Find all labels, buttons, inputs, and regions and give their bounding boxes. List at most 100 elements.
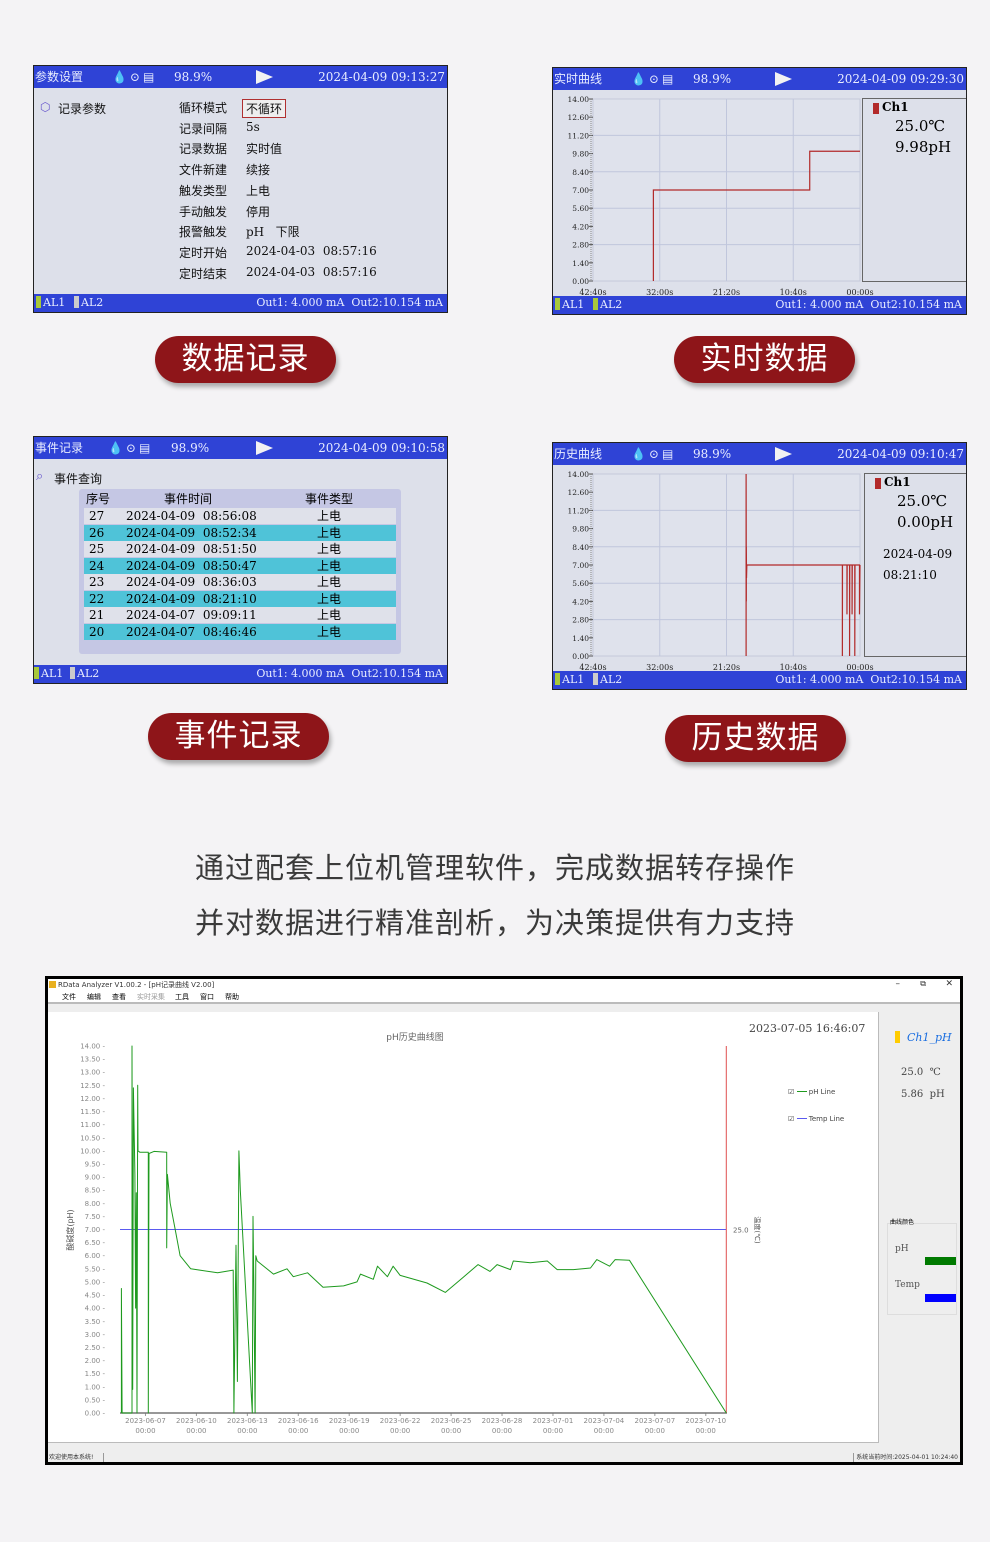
y-tick-label: 12.50 - [80, 1082, 105, 1090]
chart-legend: ☑ pH Line ☑ Temp Line [788, 1070, 844, 1142]
y-tick-label: 6.50 - [85, 1239, 106, 1247]
y-tick-label: 1.50 - [85, 1370, 106, 1378]
menu-item[interactable]: 编辑 [87, 993, 101, 1001]
badge-history-data: 历史数据 [665, 715, 846, 762]
x-tick-time: 00:00 [696, 1427, 716, 1435]
ph-value: 5.86 pH [901, 1089, 945, 1100]
chart-timestamp: 2023-07-05 16:46:07 [749, 1022, 866, 1035]
play-icon[interactable] [775, 447, 792, 461]
table-row[interactable]: 23 2024-04-09 08:36:03 上电 [84, 574, 396, 590]
section-title: 记录参数 [58, 102, 107, 116]
x-tick-label: 2023-06-19 [329, 1417, 370, 1425]
close-button[interactable]: ✕ [945, 979, 953, 989]
battery-level: 98.9% [693, 72, 732, 86]
ph-color-swatch[interactable] [925, 1257, 956, 1265]
y-axis-label: 酸碱度(pH) [65, 1209, 75, 1250]
param-value: 2024-04-03 08:57:16 [246, 243, 377, 258]
status-icons: 💧⊙▤ [631, 447, 677, 461]
restore-button[interactable]: ⧉ [920, 979, 926, 988]
ph-value: 0.00pH [897, 513, 954, 531]
y-tick-label: 8.40 [572, 168, 589, 177]
y-tick-label: 2.80 [572, 241, 589, 250]
y-tick-label: 8.50 - [85, 1187, 106, 1195]
menu-item[interactable]: 工具 [175, 993, 189, 1001]
screen-footer: AL1 AL2 Out1: 4.000 mA Out2:10.154 mA [553, 296, 966, 314]
play-icon[interactable] [775, 72, 792, 86]
y-tick-label: 7.00 - [85, 1226, 106, 1234]
table-row[interactable]: 21 2024-04-07 09:09:11 上电 [84, 607, 396, 623]
menu-item[interactable]: 文件 [62, 993, 76, 1001]
y-tick-label: 7.00 [572, 186, 589, 195]
param-label: 记录间隔 [179, 121, 228, 136]
table-row[interactable]: 24 2024-04-09 08:50:47 上电 [84, 557, 396, 574]
temperature-value: 25.0 ℃ [901, 1067, 941, 1078]
badge-realtime-data: 实时数据 [674, 336, 855, 383]
param-value[interactable]: 不循环 [242, 99, 287, 118]
alarm-2: AL2 [593, 296, 622, 314]
table-row[interactable]: 26 2024-04-09 08:52:34 上电 [84, 524, 396, 541]
y-tick-label: 3.50 - [85, 1318, 106, 1326]
battery-level: 98.9% [171, 441, 210, 455]
y-tick-label: 0.00 [572, 652, 589, 661]
screen-header: 事件记录 💧⊙▤ 98.9% 2024-04-09 09:10:58 [34, 437, 447, 459]
menu-item[interactable]: 窗口 [200, 993, 214, 1001]
y-tick-label: 5.60 [572, 579, 589, 588]
badge-data-record: 数据记录 [155, 336, 336, 383]
table-row[interactable]: 22 2024-04-09 08:21:10 上电 [84, 590, 396, 607]
realtime-curve-screen: 实时曲线 💧⊙▤ 98.9% 2024-04-09 09:29:30 42:40… [552, 67, 967, 315]
battery-level: 98.9% [174, 70, 213, 84]
channel-marker [895, 1031, 900, 1043]
x-tick-label: 2023-07-10 [685, 1417, 726, 1425]
output-readout: Out1: 4.000 mA Out2:10.154 mA [775, 298, 962, 311]
x-tick-label: 21:20s [713, 288, 740, 297]
x-tick-time: 00:00 [441, 1427, 461, 1435]
temp-color-swatch[interactable] [925, 1294, 956, 1302]
screen-datetime: 2024-04-09 09:10:58 [318, 441, 445, 455]
readout-box [864, 473, 966, 657]
menu-item[interactable]: 实时采集 [137, 993, 165, 1001]
x-tick-label: 2023-06-25 [431, 1417, 472, 1425]
play-icon[interactable] [256, 70, 273, 84]
x-tick-time: 00:00 [237, 1427, 257, 1435]
table-row[interactable]: 25 2024-04-09 08:51:50 上电 [84, 541, 396, 557]
history-chart: 42:40s 32:00s 21:20s 10:40s 00:00s 14.00 12.60… [568, 470, 874, 672]
param-value: 2024-04-03 08:57:16 [246, 264, 377, 279]
y-tick-label: 12.00 - [80, 1095, 105, 1103]
output-readout: Out1: 4.000 mA Out2:10.154 mA [256, 296, 443, 309]
y-tick-label: 1.40 [572, 634, 589, 643]
table-cell: 上电 [317, 624, 342, 639]
event-table: 序号 事件时间 事件类型 27 2024-04-09 08:56:08 上电 26 20… [79, 489, 401, 654]
screen-datetime: 2024-04-09 09:29:30 [837, 72, 964, 86]
menu-item[interactable]: 帮助 [225, 993, 239, 1001]
param-label: 定时开始 [179, 245, 228, 260]
x-tick-label: 32:00s [646, 288, 673, 297]
alarm-1: AL1 [34, 665, 63, 683]
curve-color-group: 曲线颜色 pH Temp [887, 1217, 957, 1315]
alarm-2: AL2 [70, 665, 99, 683]
table-row[interactable]: 20 2024-04-07 08:46:46 上电 [84, 623, 396, 640]
menu-item[interactable]: 查看 [112, 993, 126, 1001]
table-cell: 2024-04-09 08:51:50 [126, 542, 257, 556]
table-cell: 21 [89, 608, 105, 622]
status-icons: 💧⊙▤ [112, 70, 158, 84]
status-icons: 💧⊙▤ [108, 441, 154, 455]
param-label: 定时结束 [179, 266, 228, 281]
y-tick-label: 11.20 [568, 131, 590, 140]
play-icon[interactable] [256, 441, 273, 455]
table-header: 序号 事件时间 事件类型 [86, 492, 354, 506]
screen-datetime: 2024-04-09 09:10:47 [837, 447, 964, 461]
legend-temp[interactable]: ☑ Temp Line [788, 1115, 845, 1123]
x-tick-label: 2023-07-01 [533, 1417, 574, 1425]
legend-ph[interactable]: ☑ pH Line [788, 1088, 836, 1096]
table-cell: 上电 [317, 591, 342, 606]
table-cell: 20 [89, 624, 105, 639]
minimize-button[interactable]: – [895, 979, 901, 989]
table-cell: 上电 [317, 575, 342, 589]
screen-header: 参数设置 💧⊙▤ 98.9% 2024-04-09 09:13:27 [34, 66, 447, 88]
table-cell: 2024-04-09 08:36:03 [126, 575, 257, 589]
x-tick-label: 32:00s [646, 663, 673, 672]
temperature-value: 25.0℃ [895, 117, 946, 135]
status-message: 欢迎使用本系统! [49, 1453, 105, 1462]
x-tick-time: 00:00 [390, 1427, 410, 1435]
table-row[interactable]: 27 2024-04-09 08:56:08 上电 [84, 508, 396, 524]
